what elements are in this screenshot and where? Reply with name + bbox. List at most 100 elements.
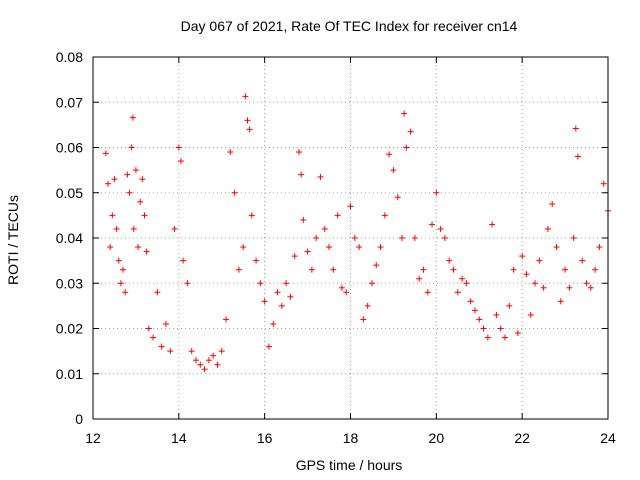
data-point [373,262,380,269]
data-point [484,334,491,341]
data-point [557,298,564,305]
data-point [540,284,547,291]
data-point [298,171,305,178]
data-point [287,293,294,300]
x-tick-label: 14 [171,430,187,446]
data-point [386,151,393,158]
data-point [145,325,152,332]
data-point [596,244,603,251]
data-point [403,144,410,151]
x-tick-label: 16 [257,430,273,446]
y-tick-label: 0.05 [56,185,83,201]
y-tick-label: 0.01 [56,366,83,382]
data-point [210,352,217,359]
data-point [102,150,109,157]
x-tick-label: 20 [429,430,445,446]
data-point [570,235,577,241]
data-point [527,311,534,318]
data-point [205,357,212,364]
x-tick-label: 12 [85,430,101,446]
data-point [130,225,137,232]
data-point [177,158,184,165]
data-point [493,311,500,318]
data-point [150,334,157,341]
data-point [246,126,253,133]
x-axis-label: GPS time / hours [296,457,403,473]
data-point [188,348,195,355]
x-tick-label: 18 [343,430,359,446]
data-point [139,176,146,183]
data-point [111,176,118,183]
data-point [117,280,124,287]
data-point [536,257,543,264]
data-point [240,244,247,251]
data-point [420,266,427,273]
data-point [381,212,388,219]
data-point [274,289,281,296]
chart-title: Day 067 of 2021, Rate Of TEC Index for r… [181,18,518,34]
x-tick-labels: 12 14 16 18 20 22 24 [85,430,616,446]
data-point [347,203,354,210]
data-point [291,253,298,260]
data-point [109,212,116,219]
data-point [574,153,581,160]
data-point [360,316,367,323]
data-point [351,235,358,241]
data-point [330,266,337,273]
data-point [141,212,148,219]
data-point [364,302,371,309]
data-point [411,235,418,241]
data-point [167,348,174,355]
data-point [334,212,341,219]
y-tick-label: 0.03 [56,275,83,291]
data-point [553,244,560,251]
data-point [253,257,260,264]
y-tick-label: 0.08 [56,49,83,65]
data-point [171,225,178,232]
data-point [343,289,350,296]
data-point [261,298,268,305]
data-point [401,110,408,117]
data-point [120,266,127,273]
data-point [497,325,504,332]
data-point [502,334,508,341]
data-point [510,266,517,273]
data-point [193,357,199,364]
data-point [600,180,607,187]
data-point [544,225,551,232]
data-point [242,93,249,100]
data-point [532,280,539,287]
data-point [313,235,320,241]
data-point [184,280,191,287]
x-tick-label: 24 [600,430,616,446]
data-point [227,149,234,156]
data-point [143,248,150,255]
y-tick-label: 0 [75,411,83,427]
data-point [201,366,208,373]
data-point [459,275,466,282]
x-tick-label: 22 [514,430,530,446]
data-point [175,144,182,151]
y-axis-label: ROTI / TECUs [5,195,21,285]
data-point [467,298,474,305]
data-point [135,244,142,251]
data-point [122,289,129,296]
data-point [105,180,112,187]
data-point [433,189,440,196]
data-point [463,280,470,287]
data-point [113,225,120,232]
data-point [265,343,272,350]
data-point [218,348,225,355]
grid-lines [93,57,608,419]
data-point [129,114,136,121]
data-point [476,316,483,323]
data-point [566,284,573,291]
data-point [296,149,302,156]
data-point [424,289,431,296]
data-point [549,201,556,208]
data-point [132,167,139,174]
data-point [158,343,165,350]
data-point [506,302,513,309]
data-point [454,289,461,296]
